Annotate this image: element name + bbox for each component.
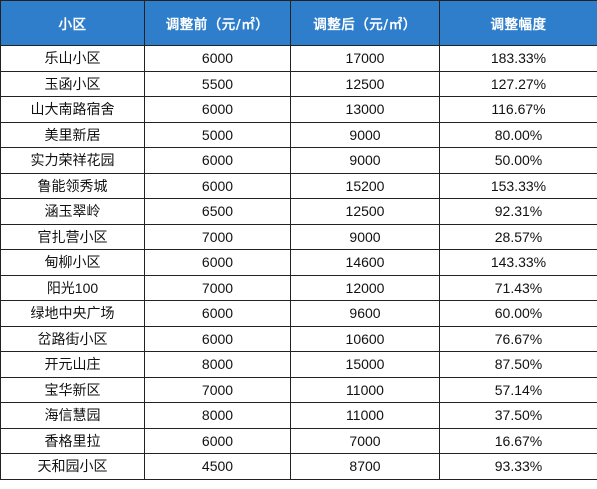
cell-community: 天和园小区: [0, 453, 145, 480]
cell-price-before: 8000: [144, 351, 291, 378]
cell-price-after: 12000: [290, 274, 440, 301]
column-header-community: 小区: [0, 0, 145, 46]
cell-price-after: 8700: [290, 453, 440, 480]
cell-community: 开元山庄: [0, 351, 145, 378]
cell-price-after: 11000: [290, 402, 440, 429]
table-row: 开元山庄 8000 15000 87.50%: [0, 351, 597, 378]
cell-change-rate: 153.33%: [439, 172, 597, 199]
cell-change-rate: 71.43%: [439, 274, 597, 301]
table-row: 涵玉翠岭 6500 12500 92.31%: [0, 198, 597, 225]
cell-community: 鲁能领秀城: [0, 172, 145, 199]
cell-price-before: 7000: [144, 223, 291, 250]
cell-community: 涵玉翠岭: [0, 198, 145, 225]
column-header-price-after: 调整后（元/㎡）: [290, 0, 440, 46]
cell-price-before: 6500: [144, 198, 291, 225]
cell-change-rate: 93.33%: [439, 453, 597, 480]
cell-price-before: 6000: [144, 172, 291, 199]
cell-community: 香格里拉: [0, 427, 145, 454]
cell-community: 绿地中央广场: [0, 300, 145, 327]
cell-price-after: 12500: [290, 198, 440, 225]
cell-price-before: 6000: [144, 427, 291, 454]
cell-price-after: 10600: [290, 325, 440, 352]
table-row: 香格里拉 6000 7000 16.67%: [0, 427, 597, 454]
cell-community: 玉函小区: [0, 70, 145, 97]
cell-price-after: 15200: [290, 172, 440, 199]
cell-community: 山大南路宿舍: [0, 96, 145, 123]
cell-community: 宝华新区: [0, 376, 145, 403]
cell-price-before: 6000: [144, 147, 291, 174]
cell-price-after: 12500: [290, 70, 440, 97]
cell-price-before: 5000: [144, 121, 291, 148]
column-header-price-before: 调整前（元/㎡）: [144, 0, 291, 46]
cell-price-after: 7000: [290, 427, 440, 454]
cell-price-before: 4500: [144, 453, 291, 480]
cell-change-rate: 143.33%: [439, 249, 597, 276]
cell-change-rate: 183.33%: [439, 45, 597, 72]
table-row: 绿地中央广场 6000 9600 60.00%: [0, 300, 597, 327]
cell-change-rate: 16.67%: [439, 427, 597, 454]
table-row: 鲁能领秀城 6000 15200 153.33%: [0, 172, 597, 199]
cell-price-before: 6000: [144, 325, 291, 352]
table-row: 海信慧园 8000 11000 37.50%: [0, 402, 597, 429]
table-header-row: 小区 调整前（元/㎡） 调整后（元/㎡） 调整幅度: [0, 0, 597, 46]
cell-community: 海信慧园: [0, 402, 145, 429]
cell-price-before: 6000: [144, 96, 291, 123]
cell-price-after: 9000: [290, 223, 440, 250]
cell-price-before: 8000: [144, 402, 291, 429]
cell-change-rate: 127.27%: [439, 70, 597, 97]
cell-price-after: 9600: [290, 300, 440, 327]
cell-change-rate: 60.00%: [439, 300, 597, 327]
cell-change-rate: 80.00%: [439, 121, 597, 148]
cell-change-rate: 76.67%: [439, 325, 597, 352]
cell-change-rate: 28.57%: [439, 223, 597, 250]
cell-price-after: 15000: [290, 351, 440, 378]
cell-change-rate: 87.50%: [439, 351, 597, 378]
cell-change-rate: 37.50%: [439, 402, 597, 429]
cell-price-after: 11000: [290, 376, 440, 403]
cell-price-before: 5500: [144, 70, 291, 97]
cell-community: 实力荣祥花园: [0, 147, 145, 174]
cell-price-after: 17000: [290, 45, 440, 72]
cell-change-rate: 50.00%: [439, 147, 597, 174]
table-row: 乐山小区 6000 17000 183.33%: [0, 45, 597, 72]
cell-price-before: 6000: [144, 300, 291, 327]
table-body: 乐山小区 6000 17000 183.33% 玉函小区 5500 12500 127.27%…: [0, 45, 597, 480]
table-row: 甸柳小区 6000 14600 143.33%: [0, 249, 597, 276]
table-row: 美里新居 5000 9000 80.00%: [0, 121, 597, 148]
table-row: 阳光100 7000 12000 71.43%: [0, 274, 597, 301]
cell-price-after: 9000: [290, 147, 440, 174]
cell-community: 官扎营小区: [0, 223, 145, 250]
table-row: 岔路街小区 6000 10600 76.67%: [0, 325, 597, 352]
table-row: 天和园小区 4500 8700 93.33%: [0, 453, 597, 480]
cell-community: 甸柳小区: [0, 249, 145, 276]
table-row: 山大南路宿舍 6000 13000 116.67%: [0, 96, 597, 123]
cell-price-before: 6000: [144, 249, 291, 276]
cell-price-after: 13000: [290, 96, 440, 123]
cell-price-after: 14600: [290, 249, 440, 276]
cell-price-before: 7000: [144, 376, 291, 403]
table-row: 宝华新区 7000 11000 57.14%: [0, 376, 597, 403]
cell-change-rate: 57.14%: [439, 376, 597, 403]
cell-price-before: 7000: [144, 274, 291, 301]
cell-community: 阳光100: [0, 274, 145, 301]
cell-community: 岔路街小区: [0, 325, 145, 352]
cell-change-rate: 92.31%: [439, 198, 597, 225]
cell-price-before: 6000: [144, 45, 291, 72]
cell-community: 美里新居: [0, 121, 145, 148]
column-header-change-rate: 调整幅度: [439, 0, 597, 46]
table-row: 官扎营小区 7000 9000 28.57%: [0, 223, 597, 250]
cell-price-after: 9000: [290, 121, 440, 148]
cell-community: 乐山小区: [0, 45, 145, 72]
table-row: 实力荣祥花园 6000 9000 50.00%: [0, 147, 597, 174]
table-row: 玉函小区 5500 12500 127.27%: [0, 70, 597, 97]
cell-change-rate: 116.67%: [439, 96, 597, 123]
